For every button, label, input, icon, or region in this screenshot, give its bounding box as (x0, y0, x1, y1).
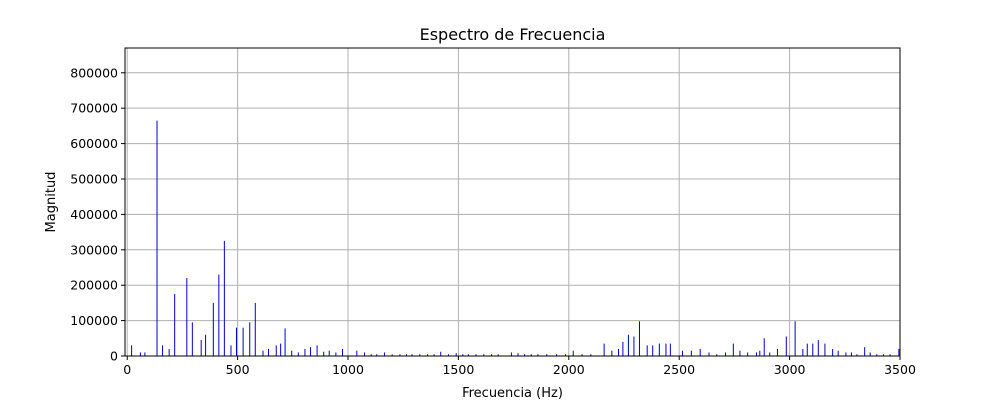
y-tick-label: 800000 (70, 65, 118, 80)
x-tick-label: 500 (226, 362, 250, 377)
y-tick-label: 600000 (70, 136, 118, 151)
x-axis-label: Frecuencia (Hz) (462, 386, 563, 400)
x-tick-label: 1500 (442, 362, 474, 377)
x-tick-label: 2500 (663, 362, 695, 377)
x-tick-label: 0 (123, 362, 131, 377)
y-axis-label: Magnitud (44, 172, 59, 233)
x-tick-label: 3500 (884, 362, 916, 377)
plot-frame (124, 47, 901, 357)
y-tick-label: 500000 (70, 171, 118, 186)
y-tick-label: 400000 (70, 207, 118, 222)
chart-title: Espectro de Frecuencia (420, 25, 606, 44)
x-tick-label: 3000 (774, 362, 806, 377)
y-axis-ticks: 0 100000 200000 300000 400000 500000 600000 700… (70, 65, 125, 364)
y-tick-label: 700000 (70, 101, 118, 116)
x-tick-label: 1000 (332, 362, 364, 377)
y-tick-label: 0 (110, 349, 118, 364)
x-axis-ticks: 0 500 1000 1500 2000 2500 3000 3500 (123, 356, 916, 377)
grid-lines (125, 48, 901, 357)
y-tick-label: 100000 (70, 313, 118, 328)
y-tick-label: 200000 (70, 278, 118, 293)
y-tick-label: 300000 (70, 242, 118, 257)
x-tick-label: 2000 (553, 362, 585, 377)
